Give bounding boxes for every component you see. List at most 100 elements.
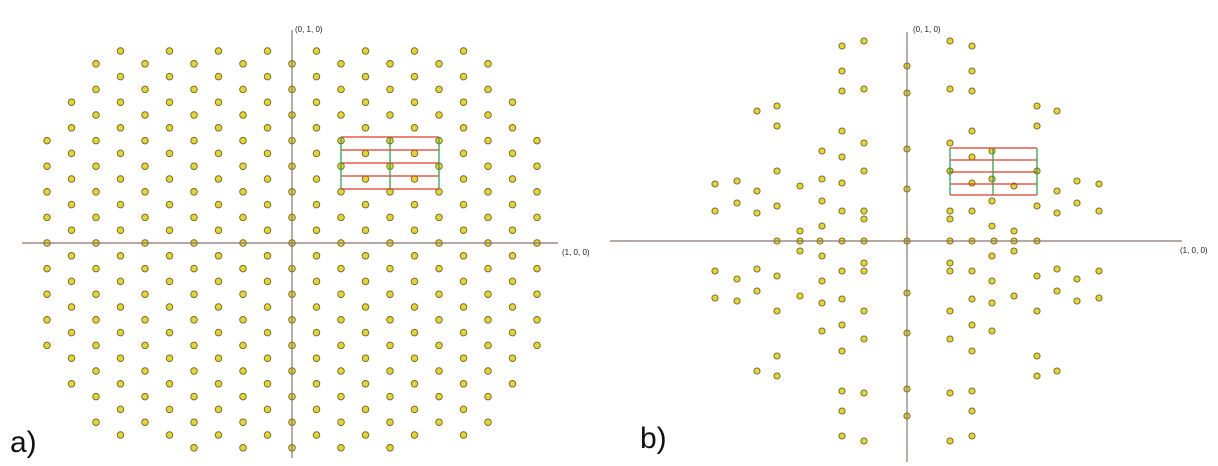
diffraction-spot	[988, 175, 996, 183]
diffraction-spot	[361, 328, 370, 337]
diffraction-spot	[263, 431, 272, 439]
diffraction-spot	[838, 67, 846, 75]
diffraction-spot	[190, 341, 198, 350]
diffraction-spot	[946, 85, 954, 93]
diffraction-spot	[410, 303, 419, 311]
diffraction-spot	[508, 303, 517, 311]
diffraction-spot	[818, 175, 826, 183]
diffraction-spot	[435, 316, 443, 324]
diffraction-spot	[818, 252, 826, 260]
diffraction-spot	[239, 341, 247, 350]
diffraction-spot	[361, 380, 370, 388]
diffraction-spot	[116, 354, 125, 362]
diffraction-spot	[484, 188, 492, 196]
diffraction-spot	[860, 259, 868, 267]
diffraction-spot	[361, 98, 370, 106]
diffraction-spot	[312, 175, 321, 183]
diffraction-spot	[435, 111, 443, 119]
diffraction-spot	[214, 277, 223, 286]
diffraction-spot	[165, 149, 174, 158]
diffraction-spot	[1073, 177, 1081, 185]
diffraction-spot	[410, 431, 419, 439]
diffraction-spot	[165, 72, 174, 81]
diffraction-spot	[860, 167, 868, 175]
diffraction-spot	[1073, 297, 1081, 305]
diffraction-spot	[733, 275, 741, 283]
diffraction-spot	[337, 392, 345, 401]
diffraction-spot	[711, 267, 719, 275]
diffraction-spot	[116, 303, 125, 311]
diffraction-spot	[410, 72, 419, 81]
unit-cell-b	[949, 147, 1038, 196]
diffraction-spot	[92, 316, 100, 324]
diffraction-spot	[484, 264, 492, 273]
diffraction-spot	[337, 213, 345, 222]
diffraction-spot	[1053, 265, 1061, 273]
diffraction-spot	[796, 227, 804, 235]
diffraction-spot	[1033, 307, 1041, 315]
diffraction-spot	[312, 226, 321, 234]
diffraction-spot	[773, 372, 781, 380]
diffraction-spot	[968, 87, 976, 95]
diffraction-spot	[165, 431, 174, 439]
diffraction-spot	[733, 177, 741, 185]
diffraction-spot	[838, 407, 846, 415]
diffraction-spot	[773, 202, 781, 210]
diffraction-spot	[312, 431, 321, 439]
diffraction-spot	[533, 316, 541, 324]
diffraction-spot	[860, 267, 868, 275]
diffraction-spot	[410, 277, 419, 286]
diffraction-spot	[773, 102, 781, 110]
diffraction-spot	[214, 175, 223, 183]
diffraction-spot	[67, 200, 76, 209]
diffraction-spot	[67, 124, 76, 132]
diffraction-spot	[386, 264, 394, 273]
diffraction-spot	[946, 307, 954, 315]
diffraction-spot	[508, 354, 517, 362]
diffraction-spot	[753, 209, 761, 217]
diffraction-spot	[1033, 372, 1041, 380]
diffraction-spot	[92, 162, 100, 170]
diffraction-spot	[263, 405, 272, 414]
panel-b: (0, 1, 0) (1, 0, 0) b)	[610, 25, 1208, 462]
diffraction-spot	[361, 72, 370, 81]
diffraction-spot	[263, 175, 272, 183]
diffraction-spot	[459, 149, 468, 158]
diffraction-spot	[946, 267, 954, 275]
diffraction-spot	[116, 149, 125, 158]
diffraction-spot	[67, 354, 76, 362]
diffraction-spot	[43, 213, 51, 222]
diffraction-spot	[263, 380, 272, 388]
diffraction-spot	[116, 47, 125, 55]
diffraction-spot	[361, 200, 370, 209]
diffraction-spot	[1033, 122, 1041, 130]
diffraction-spot	[214, 226, 223, 234]
diffraction-spot	[263, 303, 272, 311]
diffraction-spot	[386, 444, 394, 452]
diffraction-spot	[190, 188, 198, 196]
diffraction-spot	[190, 418, 198, 426]
diffraction-spot	[860, 207, 868, 215]
diffraction-spot	[459, 124, 468, 132]
diffraction-spot	[263, 72, 272, 81]
diffraction-spot	[92, 60, 100, 68]
diffraction-spot	[968, 42, 976, 50]
diffraction-spot	[484, 367, 492, 375]
diffraction-spot	[214, 328, 223, 337]
diffraction-spot	[1010, 247, 1018, 255]
diffraction-spot	[988, 327, 996, 335]
diffraction-spot	[165, 277, 174, 286]
diffraction-spot	[116, 380, 125, 388]
diffraction-spot	[988, 277, 996, 285]
diffraction-spot	[312, 380, 321, 388]
diffraction-spot	[312, 200, 321, 209]
diffraction-spot	[116, 124, 125, 132]
diffraction-spot	[361, 124, 370, 132]
diffraction-spot	[946, 139, 954, 147]
diffraction-spot	[459, 277, 468, 286]
diffraction-spot	[165, 47, 174, 55]
diffraction-spot	[141, 111, 149, 119]
diffraction-spot	[711, 207, 719, 215]
diffraction-spot	[435, 60, 443, 68]
